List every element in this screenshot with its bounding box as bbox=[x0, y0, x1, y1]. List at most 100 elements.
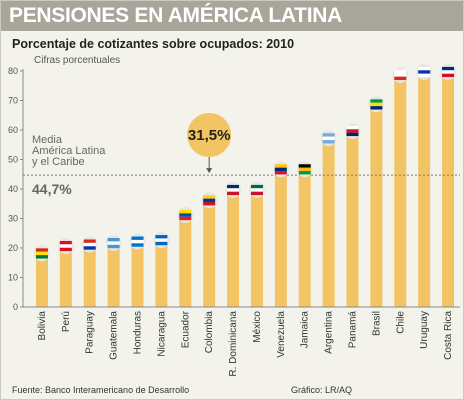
flag-stripe bbox=[298, 164, 311, 168]
category-label: Costa Rica bbox=[443, 311, 454, 360]
flag-stripe bbox=[346, 132, 359, 137]
flag-stripe bbox=[418, 66, 431, 71]
flag-stripe bbox=[322, 136, 335, 141]
flag-stripe bbox=[83, 246, 96, 250]
flag-stripe bbox=[59, 240, 72, 245]
flag-stripe bbox=[274, 167, 287, 172]
flag-stripe bbox=[203, 198, 216, 203]
y-tick-label: 20 bbox=[8, 243, 18, 253]
flag-stripe bbox=[227, 184, 240, 189]
y-tick-label: 50 bbox=[8, 155, 18, 165]
y-axis-label: Cifras porcentuales bbox=[34, 55, 121, 66]
bar bbox=[155, 245, 168, 307]
flag-stripe bbox=[370, 102, 383, 107]
flag-stripe bbox=[83, 239, 96, 243]
bar bbox=[131, 246, 144, 307]
chart-subtitle: Porcentaje de cotizantes sobre ocupados:… bbox=[12, 37, 295, 51]
flag-stripe bbox=[394, 69, 407, 74]
flag-stripe bbox=[179, 209, 192, 214]
category-label: Nicaragua bbox=[156, 311, 167, 357]
bar bbox=[394, 79, 407, 307]
page-title: PENSIONES EN AMÉRICA LATINA bbox=[9, 4, 342, 27]
flag-stripe bbox=[155, 235, 168, 239]
bar bbox=[107, 248, 120, 307]
category-label: Chile bbox=[395, 311, 406, 334]
average-label: y el Caribe bbox=[32, 156, 85, 168]
flag-stripe bbox=[442, 73, 455, 78]
flag-stripe bbox=[442, 66, 455, 71]
category-label: Panamá bbox=[348, 311, 359, 349]
flag-stripe bbox=[298, 167, 311, 172]
bar bbox=[59, 250, 72, 307]
category-label: Ecuador bbox=[180, 310, 191, 348]
flag-stripe bbox=[203, 202, 216, 206]
flag-stripe bbox=[155, 238, 168, 242]
credit-note: Gráfico: LR/AQ bbox=[291, 385, 353, 395]
callout-arrowhead bbox=[206, 168, 213, 174]
flag-stripe bbox=[274, 164, 287, 168]
category-label: Venezuela bbox=[276, 311, 287, 358]
flag-stripe bbox=[250, 188, 263, 192]
y-tick-label: 0 bbox=[13, 302, 18, 312]
flag-stripe bbox=[35, 251, 48, 256]
flag-stripe bbox=[346, 129, 359, 133]
flag-stripe bbox=[227, 188, 240, 192]
y-tick-label: 30 bbox=[8, 214, 18, 224]
flag-stripe bbox=[155, 241, 168, 246]
flag-stripe bbox=[179, 216, 192, 221]
bar bbox=[322, 143, 335, 307]
flag-stripe bbox=[227, 191, 240, 196]
bar bbox=[370, 109, 383, 307]
flag-stripe bbox=[298, 171, 311, 175]
y-tick-label: 80 bbox=[8, 66, 18, 76]
flag-stripe bbox=[179, 213, 192, 217]
category-label: Bolivia bbox=[37, 311, 48, 341]
average-value: 44,7% bbox=[32, 181, 72, 197]
flag-stripe bbox=[131, 236, 144, 240]
y-tick-label: 70 bbox=[8, 96, 18, 106]
bar bbox=[298, 174, 311, 307]
bar bbox=[179, 219, 192, 307]
flag-stripe bbox=[59, 247, 72, 252]
bar bbox=[346, 135, 359, 307]
flag-stripe bbox=[35, 248, 48, 252]
bar bbox=[227, 194, 240, 307]
flag-stripe bbox=[35, 255, 48, 259]
flag-stripe bbox=[59, 244, 72, 248]
category-label: Colombia bbox=[204, 311, 215, 354]
flag-stripe bbox=[131, 239, 144, 244]
flag-stripe bbox=[418, 70, 431, 74]
flag-stripe bbox=[83, 242, 96, 247]
category-label: Brasil bbox=[371, 311, 382, 336]
y-tick-label: 40 bbox=[8, 184, 18, 194]
category-label: Jamaica bbox=[300, 311, 311, 349]
flag-stripe bbox=[250, 191, 263, 196]
flag-stripe bbox=[107, 241, 120, 245]
y-tick-label: 60 bbox=[8, 125, 18, 135]
bar bbox=[274, 174, 287, 307]
y-tick-label: 10 bbox=[8, 273, 18, 283]
category-label: Argentina bbox=[324, 311, 335, 354]
flag-stripe bbox=[394, 73, 407, 77]
average-label: Media bbox=[32, 134, 63, 146]
flag-stripe bbox=[346, 125, 359, 130]
flag-stripe bbox=[322, 140, 335, 144]
source-note: Fuente: Banco Interamericano de Desarrol… bbox=[12, 385, 190, 395]
bar bbox=[83, 249, 96, 307]
category-label: Perú bbox=[61, 311, 72, 332]
flag-stripe bbox=[107, 244, 120, 249]
flag-stripe bbox=[250, 184, 263, 189]
flag-stripe bbox=[274, 171, 287, 175]
category-label: México bbox=[252, 311, 263, 343]
flag-stripe bbox=[370, 99, 383, 103]
category-label: R. Dominicana bbox=[228, 311, 239, 377]
flag-stripe bbox=[131, 243, 144, 247]
flag-stripe bbox=[203, 195, 216, 199]
flag-stripe bbox=[418, 73, 431, 78]
category-label: Uruguay bbox=[419, 311, 430, 349]
bar bbox=[442, 76, 455, 308]
category-label: Paraguay bbox=[85, 311, 96, 354]
average-label: América Latina bbox=[32, 145, 106, 157]
